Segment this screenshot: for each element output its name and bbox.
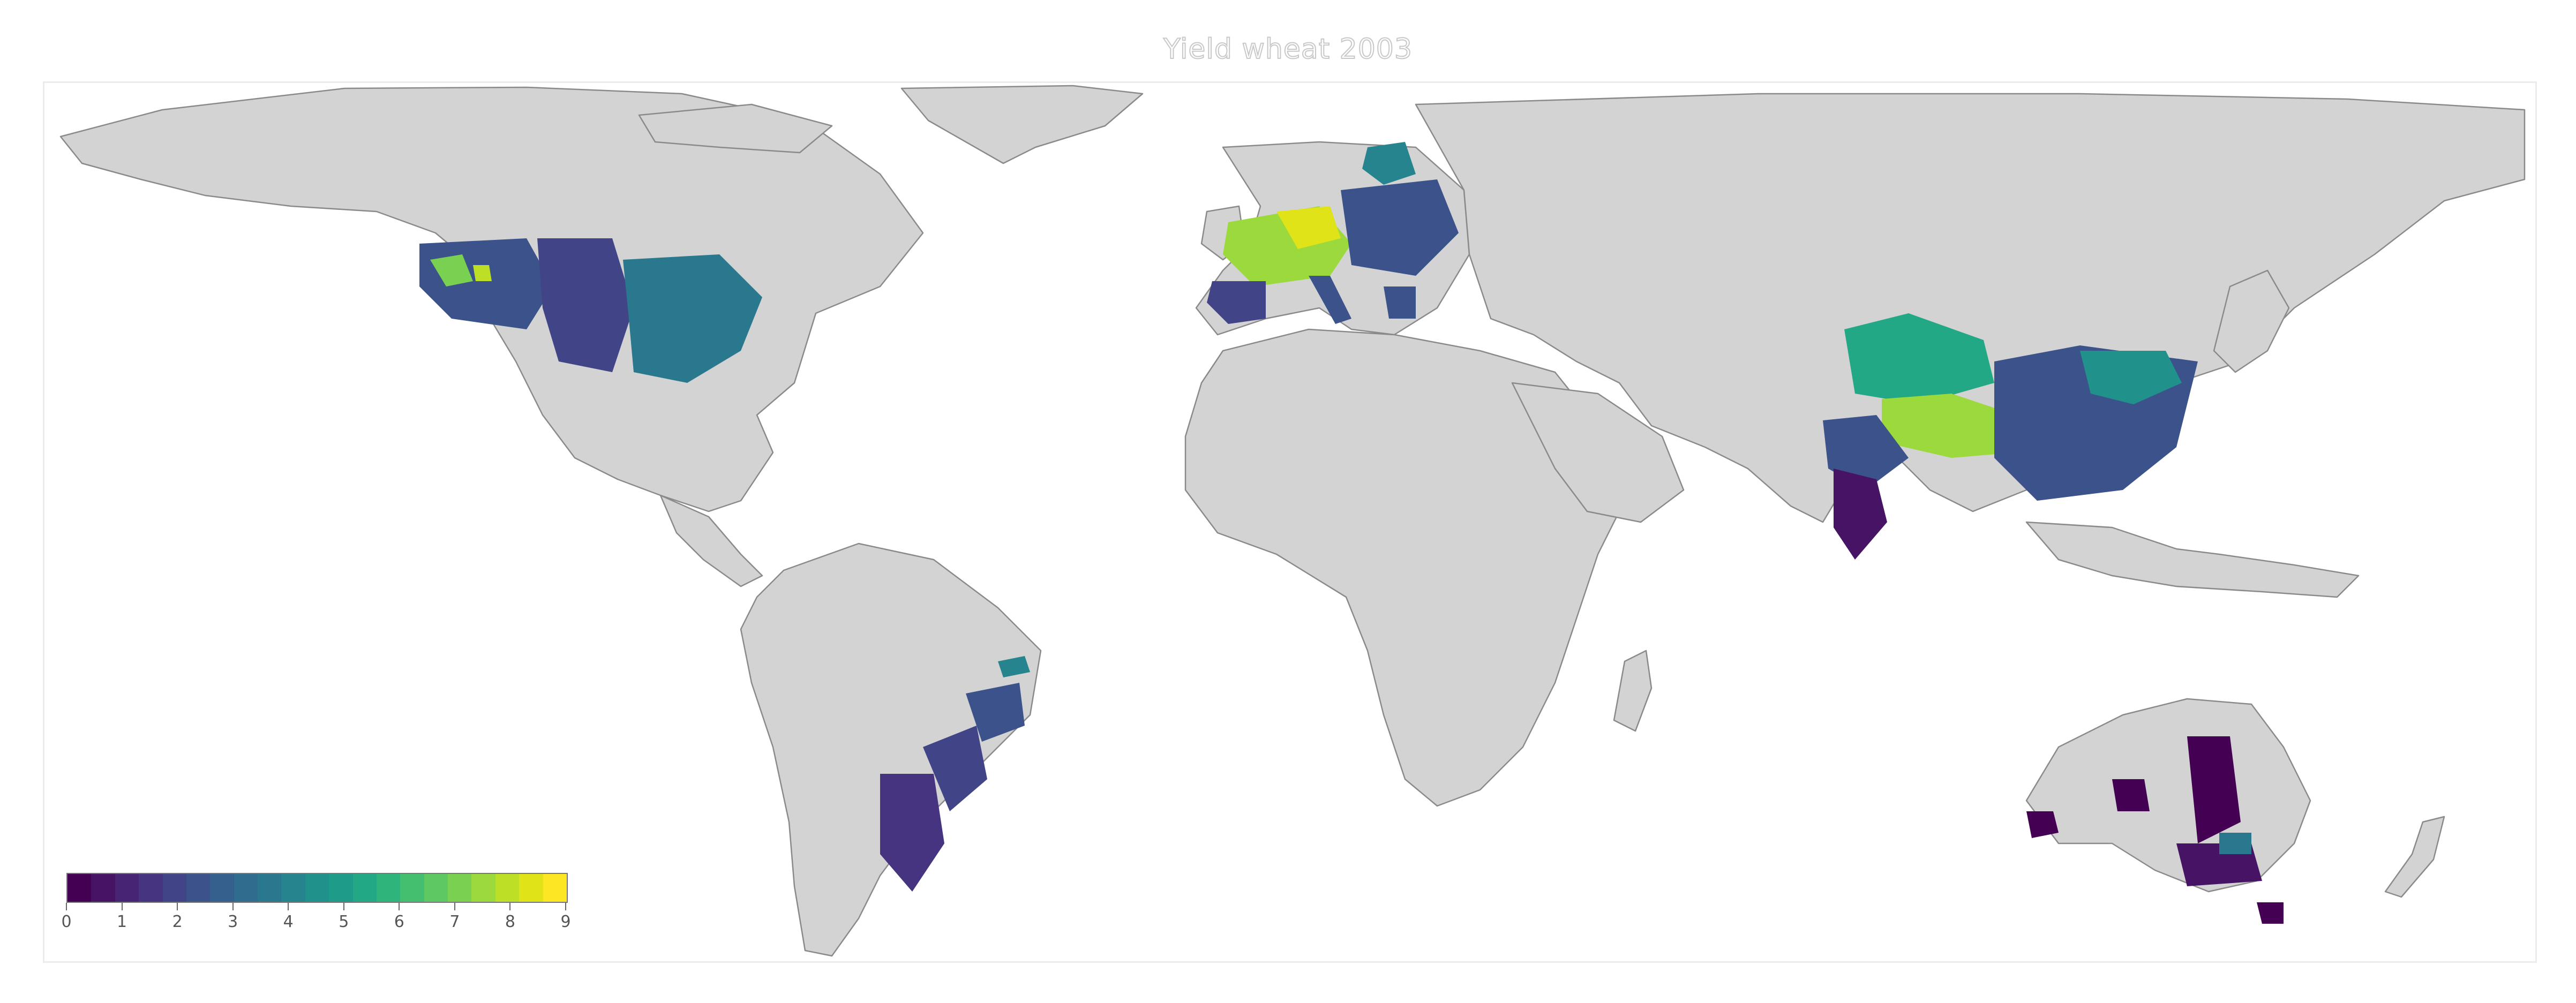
land-japan [2213,269,2290,373]
yield-usa-hotspot-2 [473,265,492,281]
yield-brazil-south [966,683,1025,742]
colorbar-segment [281,874,305,902]
colorbar-segment [495,874,520,902]
colorbar-legend: 0 1 2 3 4 5 6 7 8 9 [61,873,571,935]
yield-india-south [1834,469,1887,560]
colorbar-segment [234,874,258,902]
colorbar-segment [305,874,329,902]
yield-usa-central [537,238,634,372]
land-arabia [1511,382,1685,523]
colorbar-segment [139,874,163,902]
colorbar-tick-label: 6 [394,912,404,931]
yield-argentina-east [923,726,987,811]
map-title: Yield wheat 2003 [1163,33,1413,66]
colorbar-gradient [66,873,568,903]
colorbar-tick [565,903,566,910]
yield-australia-sw [2026,811,2059,838]
colorbar-segment [519,874,543,902]
yield-europe-core [1276,206,1341,249]
colorbar-tick-label: 3 [228,912,238,931]
world-map [59,85,2526,957]
land-madagascar [1613,650,1653,732]
yield-scandinavia [1362,142,1416,185]
yield-australia-mid [2219,833,2251,854]
colorbar-segment [91,874,115,902]
yield-usa-east [623,254,762,383]
yield-china-north [2080,351,2182,404]
yield-xinjiang [1844,313,1994,404]
colorbar-tick [399,903,400,910]
yield-australia-east [2187,736,2241,843]
colorbar-segment [543,874,567,902]
yield-usa-hotspot [430,254,473,286]
land-central-america [659,494,763,587]
colorbar-segment [329,874,353,902]
yield-europe-east [1341,179,1459,276]
colorbar-tick [232,903,234,910]
colorbar-tick [177,903,178,910]
land-sea-islands [2025,521,2360,598]
colorbar-tick [121,903,123,910]
colorbar-tick [454,903,455,910]
colorbar-tick [343,903,344,910]
colorbar-tick-label: 0 [61,912,72,931]
yield-greece [1384,286,1416,319]
colorbar-segment [258,874,282,902]
land-australia [2025,698,2311,893]
colorbar-tick-label: 8 [505,912,515,931]
colorbar-segment [424,874,448,902]
yield-brazil-dots [998,656,1030,677]
colorbar-tick [66,903,67,910]
colorbar-segment [210,874,234,902]
land-south-america [740,542,1042,957]
land-arctic-islands [638,103,833,154]
colorbar-tick-label: 5 [339,912,349,931]
colorbar-segment [352,874,377,902]
colorbar-segment [471,874,495,902]
colorbar-segment [400,874,424,902]
colorbar-tick-label: 7 [449,912,460,931]
yield-iberia [1207,281,1266,324]
colorbar-tick-label: 1 [117,912,127,931]
colorbar-tick [509,903,511,910]
colorbar-segment [448,874,472,902]
yield-tasmania [2257,902,2284,924]
colorbar-ticks: 0 1 2 3 4 5 6 7 8 9 [61,903,571,935]
map-frame[interactable] [43,81,2537,963]
land-africa [1184,328,1631,807]
colorbar-segment [67,874,92,902]
colorbar-tick-label: 4 [283,912,294,931]
yield-italy [1309,276,1351,324]
colorbar-tick-label: 2 [172,912,183,931]
yield-argentina [880,774,944,892]
colorbar-segment [376,874,401,902]
land-asia [1415,93,2526,523]
yield-australia-west [2112,779,2150,811]
colorbar-segment [186,874,211,902]
land-new-zealand [2384,816,2445,898]
colorbar-tick [288,903,289,910]
land-greenland [900,85,1144,164]
colorbar-segment [162,874,186,902]
colorbar-tick-label: 9 [560,912,571,931]
colorbar-segment [115,874,139,902]
yield-usa-west [419,238,553,329]
yield-tibet [1882,394,2016,458]
